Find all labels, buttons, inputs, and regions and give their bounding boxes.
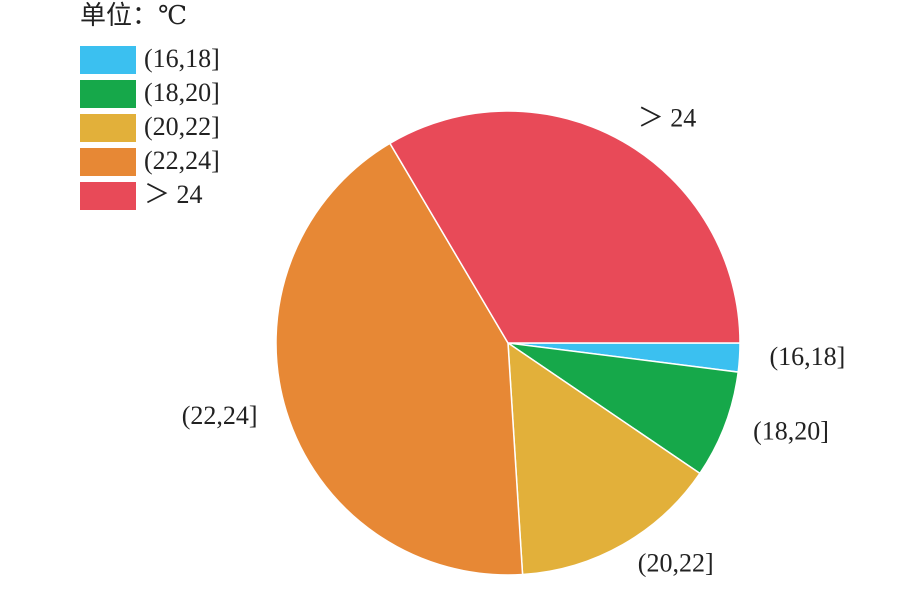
pie-slice [507,342,740,475]
slice-label: (20,22] [638,548,714,577]
pie-slice [388,110,741,344]
pie-slice [507,341,701,576]
legend-label: (18,20] [144,78,220,107]
legend-label: ＞ 24 [144,180,203,209]
legend-label: (20,22] [144,112,220,141]
pie-slice [275,142,524,576]
chart-title: 单位：℃ [80,1,187,30]
slice-label: (22,24] [182,401,258,430]
legend-swatch [80,80,136,108]
legend-label: (16,18] [144,44,220,73]
slice-label: (16,18] [769,342,845,371]
legend-label: (22,24] [144,146,220,175]
legend-swatch [80,114,136,142]
legend-swatch [80,148,136,176]
slice-label: (18,20] [753,416,829,445]
legend-swatch [80,182,136,210]
legend-swatch [80,46,136,74]
slice-label: ＞ 24 [638,104,697,133]
